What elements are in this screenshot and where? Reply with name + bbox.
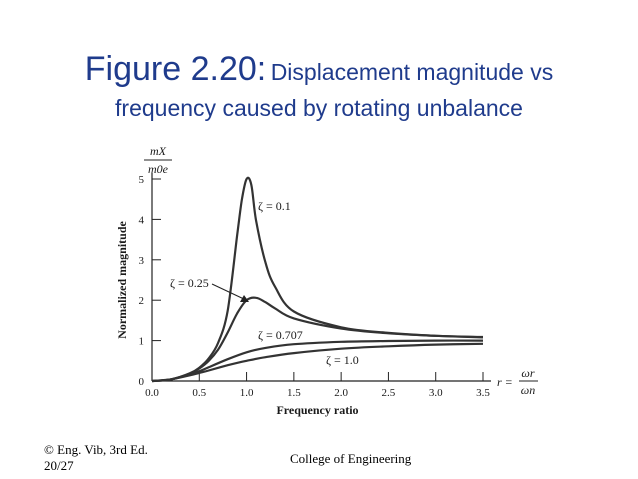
x-tick-label: 3.5 xyxy=(476,387,490,399)
x-tick-label: 3.0 xyxy=(429,387,443,399)
footer-page-number: 20/27 xyxy=(44,458,74,473)
x-tick-label: 1.5 xyxy=(287,387,301,399)
x-tick-label: 1.0 xyxy=(240,387,254,399)
slide-title-line1: Figure 2.20: Displacement magnitude vs xyxy=(0,50,638,89)
x-tick-label: 0.0 xyxy=(145,387,159,399)
r-denominator: ωn xyxy=(521,383,535,397)
label-zeta-0-1: ζ = 0.1 xyxy=(258,199,291,213)
r-numerator: ωr xyxy=(521,366,534,380)
label-zeta-0-707: ζ = 0.707 xyxy=(258,328,303,342)
label-zeta-0-25: ζ = 0.25 xyxy=(170,276,209,290)
footer-copyright: © Eng. Vib, 3rd Ed. xyxy=(44,442,148,457)
x-tick-label: 2.0 xyxy=(334,387,348,399)
y-tick-label: 2 xyxy=(139,295,145,307)
x-tick-label: 2.5 xyxy=(382,387,396,399)
y-tick-label: 5 xyxy=(139,174,145,186)
y-axis-label: Normalized magnitude xyxy=(115,220,129,338)
ylabel-top-denominator: m0e xyxy=(148,162,169,176)
y-tick-label: 1 xyxy=(139,336,145,348)
curve-zeta-0-25 xyxy=(151,296,484,383)
curve-zeta-1-0 xyxy=(151,342,484,383)
x-axis-label: Frequency ratio xyxy=(276,403,358,417)
label-zeta-0-25-arrowhead xyxy=(240,295,249,302)
x-tick-label: 0.5 xyxy=(192,387,206,399)
label-zeta-1-0: ζ = 1.0 xyxy=(326,353,359,367)
label-zeta-0-25-leader xyxy=(211,283,247,301)
figure-number: Figure 2.20: xyxy=(84,50,267,88)
y-tick-label: 3 xyxy=(139,255,145,267)
ylabel-top-numerator: mX xyxy=(150,144,167,158)
slide-title-line2: frequency caused by rotating unbalance xyxy=(115,95,523,121)
r-label: r = xyxy=(497,375,513,389)
footer-college: College of Engineering xyxy=(290,451,412,466)
curve-zeta-0-707 xyxy=(151,339,484,383)
y-tick-label: 0 xyxy=(139,376,145,388)
y-tick-label: 4 xyxy=(139,214,145,226)
figure-title-part1: Displacement magnitude vs xyxy=(270,59,554,85)
